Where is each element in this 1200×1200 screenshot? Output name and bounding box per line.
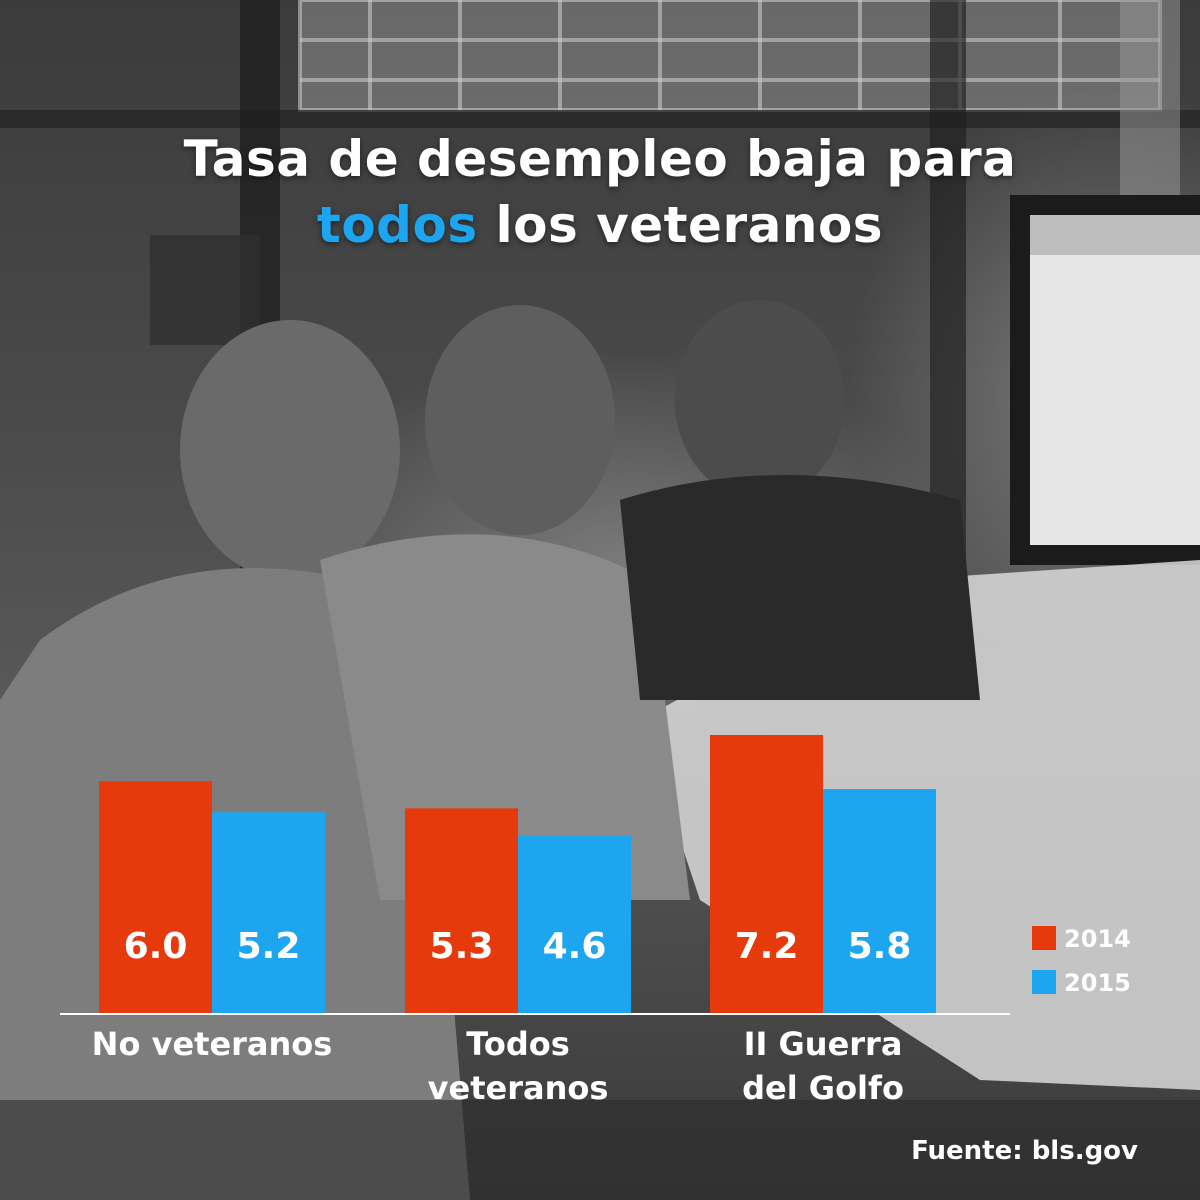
value-label-2015-2: 5.8 xyxy=(848,926,912,967)
title-line-1: Tasa de desempleo baja para xyxy=(183,130,1017,188)
category-label-0-0: No veteranos xyxy=(92,1025,333,1063)
value-label-2014-2: 7.2 xyxy=(735,926,799,967)
window-frame xyxy=(298,0,1162,112)
legend-label-2014: 2014 xyxy=(1064,925,1131,953)
monitor xyxy=(1010,195,1200,565)
bar-2014-0 xyxy=(99,781,212,1013)
bar-2015-0 xyxy=(212,812,325,1013)
bar-2014-1 xyxy=(405,808,518,1013)
title-accent-word: todos xyxy=(316,196,478,254)
bar-2015-2 xyxy=(823,789,936,1013)
value-label-2014-0: 6.0 xyxy=(124,926,188,967)
title-line-2: todos los veteranos xyxy=(0,196,1200,254)
bar-2015-1 xyxy=(518,835,631,1013)
category-label-2-0: II Guerra xyxy=(744,1025,903,1063)
category-label-1-1: veteranos xyxy=(428,1069,609,1107)
category-label-1-0: Todos xyxy=(466,1025,570,1063)
legend-swatch-2015 xyxy=(1032,970,1056,994)
legend-label-2015: 2015 xyxy=(1064,969,1131,997)
value-label-2015-1: 4.6 xyxy=(543,926,607,967)
category-label-2-1: del Golfo xyxy=(742,1069,904,1107)
value-label-2015-0: 5.2 xyxy=(237,926,301,967)
source-credit: Fuente: bls.gov xyxy=(911,1136,1138,1166)
title-line-2-rest: los veteranos xyxy=(477,196,884,254)
bar-2014-2 xyxy=(710,735,823,1013)
legend-swatch-2014 xyxy=(1032,926,1056,950)
value-label-2014-1: 5.3 xyxy=(430,926,494,967)
